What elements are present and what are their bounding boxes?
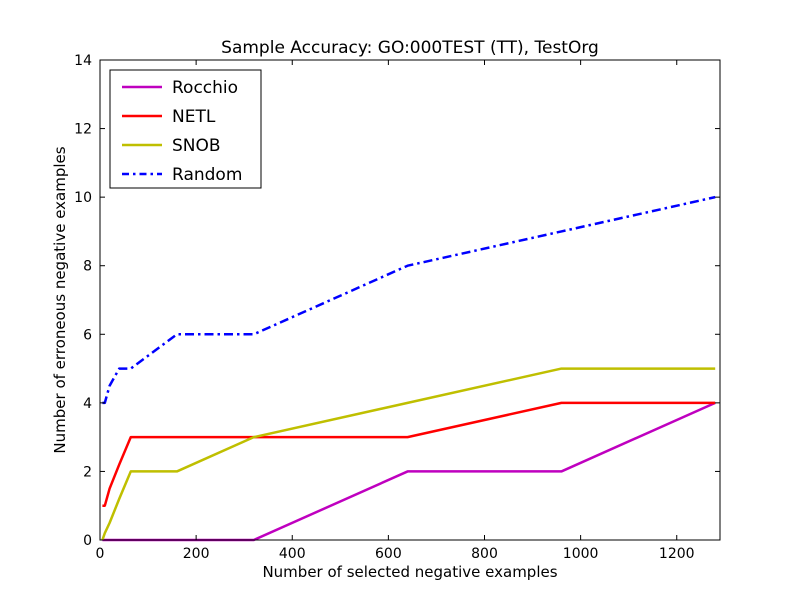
ticks-layer: 0 200 400 600 800 1000 1200 0 2 4 6 8 10 12 14 bbox=[74, 53, 720, 562]
legend-box bbox=[109, 69, 262, 189]
y-tick-label: 2 bbox=[83, 464, 92, 480]
y-tick-label: 0 bbox=[83, 533, 92, 549]
series-line-random bbox=[102, 195, 716, 405]
y-tick-label: 14 bbox=[74, 53, 92, 69]
legend-label: NETL bbox=[172, 107, 216, 127]
y-tick-label: 4 bbox=[83, 396, 92, 412]
x-tick-label: 0 bbox=[96, 546, 105, 562]
x-axis-title: Number of selected negative examples bbox=[262, 563, 557, 581]
y-axis-title: Number of erroneous negative examples bbox=[51, 146, 69, 453]
series-line-netl bbox=[102, 401, 716, 507]
x-tick-label: 1200 bbox=[659, 546, 695, 562]
y-tick-label: 10 bbox=[74, 190, 92, 206]
x-tick-label: 1000 bbox=[563, 546, 599, 562]
x-tick-label: 600 bbox=[375, 546, 402, 562]
plot-frame bbox=[99, 59, 721, 541]
x-tick-label: 800 bbox=[471, 546, 498, 562]
legend-label: Random bbox=[172, 165, 242, 185]
y-tick-label: 6 bbox=[83, 327, 92, 343]
legend-label: SNOB bbox=[172, 136, 221, 156]
x-tick-label: 400 bbox=[279, 546, 306, 562]
legend-label: Rocchio bbox=[172, 78, 238, 98]
y-tick-label: 8 bbox=[83, 259, 92, 275]
legend: Rocchio NETL SNOB Random bbox=[109, 69, 262, 189]
chart-title: Sample Accuracy: GO:000TEST (TT), TestOr… bbox=[221, 38, 599, 58]
x-tick-label: 200 bbox=[183, 546, 210, 562]
y-tick-label: 12 bbox=[74, 122, 92, 138]
series-line-snob bbox=[101, 367, 716, 541]
